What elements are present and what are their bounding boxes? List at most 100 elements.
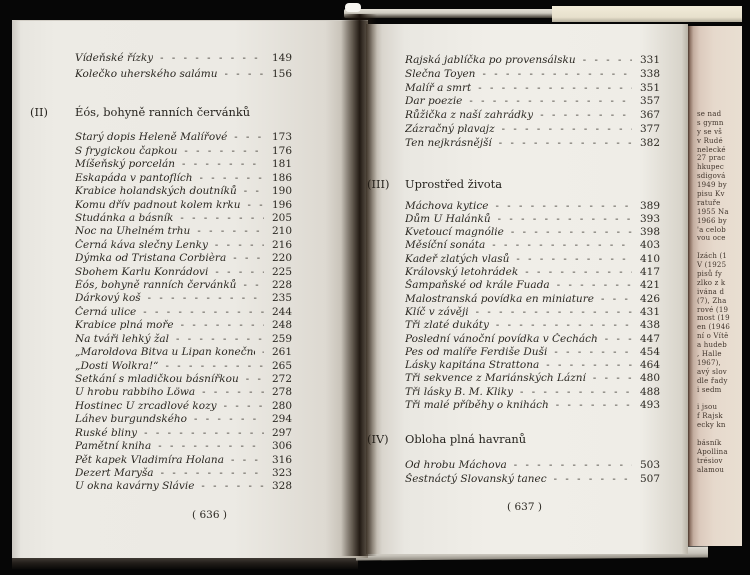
toc-entry: S frygickou čapkou - - - - - - - - - - - … xyxy=(75,145,292,158)
dash-leader: - - - - - - - - - - - - - - - - - - - - … xyxy=(525,267,632,279)
toc-entry-page: 323 xyxy=(271,466,292,479)
dash-leader: - - - - - - - - - - - - - - - - - - - - … xyxy=(262,347,264,359)
dash-leader: - - - - - - - - - - - - - - - - - - - - … xyxy=(214,239,264,251)
section-title: Obloha plná havranů xyxy=(405,432,527,447)
toc-entry-page: 382 xyxy=(639,136,660,149)
toc-entry-page: 507 xyxy=(639,472,660,485)
toc-entry-page: 367 xyxy=(639,109,660,122)
toc-entry: Měsíční sonáta - - - - - - - - - - - - - … xyxy=(405,239,660,252)
toc-entry-title: U hrobu rabbiho Löwa xyxy=(75,386,196,399)
toc-entry-page: 431 xyxy=(639,305,660,318)
toc-entry-title: Kadeř zlatých vlasů xyxy=(405,252,510,265)
edge-text-fragment: 'a celob xyxy=(697,225,726,234)
toc-entries-left: Starý dopis Heleně Malířové- - - - - - -… xyxy=(75,131,292,493)
dash-leader: - - - - - - - - - - - - - - - - - - - - … xyxy=(495,200,632,212)
edge-text-fragment: most (19 xyxy=(697,314,730,323)
toc-entry-page: 447 xyxy=(639,332,660,345)
edge-text-fragment: trésiov xyxy=(697,456,723,465)
toc-entry-title: U okna kavárny Slávie xyxy=(75,480,195,493)
dash-leader: - - - - - - - - - - - - - - - - - - - - … xyxy=(495,320,632,332)
toc-entry-page: 205 xyxy=(271,211,292,224)
edge-text-fragment xyxy=(697,395,742,404)
dash-leader: - - - - - - - - - - - - - - - - - - - - … xyxy=(243,186,264,198)
toc-entry: Komu dřív padnout kolem krku - - - - - - … xyxy=(75,199,292,212)
toc-entry-title: Růžička z naší zahrádky xyxy=(405,109,534,122)
edge-text-fragment: ivána d xyxy=(697,287,725,296)
toc-entry-title: Rajská jablíčka po provensálsku xyxy=(405,54,576,66)
toc-entry-title: Malíř a smrt xyxy=(405,81,472,94)
toc-entry: Černá káva slečny Lenky - - - - - - - - -… xyxy=(75,239,292,252)
dash-leader: - - - - - - - - - - - - - - - - - - - - … xyxy=(230,454,264,466)
toc-entry-title: Královský letohrádek xyxy=(405,266,519,279)
toc-entry-title: Vídeňské řízky xyxy=(75,52,154,64)
toc-entry-title: Dýmka od Tristana Corbièra xyxy=(75,252,227,265)
edge-text-fragment: 1966 by xyxy=(697,216,727,225)
toc-entry-page: 297 xyxy=(271,426,292,439)
toc-entry-page: 225 xyxy=(271,265,292,278)
toc-entry-page: 173 xyxy=(271,131,292,144)
toc-entry-title: Setkání s mladičkou básnířkou xyxy=(75,373,239,385)
toc-entry-title: Černá káva slečny Lenky xyxy=(75,238,208,251)
toc-entry-title: Hostinec U zrcadlové kozy xyxy=(75,399,217,412)
section-heading-3: (III) Uprostřed života xyxy=(366,177,688,191)
dash-leader: - - - - - - - - - - - - - - - - - - - - … xyxy=(540,110,632,122)
dash-leader: - - - - - - - - - - - - - - - - - - - - … xyxy=(158,441,264,453)
toc-entry: Tři sekvence z Mariánských Lázní - - - - … xyxy=(405,372,660,385)
dash-leader: - - - - - - - - - - - - - - - - - - - - … xyxy=(582,55,632,66)
dash-leader: - - - - - - - - - - - - - - - - - - - - … xyxy=(160,467,264,479)
toc-entry: Od hrobu Máchova - - - - - - - - - - - - … xyxy=(405,459,660,473)
dash-leader: - - - - - - - - - - - - - - - - - - - - … xyxy=(497,213,632,225)
toc-entry-page: 338 xyxy=(639,67,660,80)
toc-entry-title: Šestnáctý Slovanský tanec xyxy=(405,472,547,485)
toc-entry-title: Dárkový koš xyxy=(75,292,141,305)
toc-entry-page: 454 xyxy=(639,345,660,358)
toc-entry: Tři malé příběhy o knihách - - - - - - - … xyxy=(405,399,660,412)
dash-leader: - - - - - - - - - - - - - - - - - - - - … xyxy=(554,346,632,358)
toc-entry-page: 265 xyxy=(271,359,292,372)
left-page-content: Vídeňské řízky - - - - - - - - - - - - - … xyxy=(12,21,368,558)
section-label: (IV) xyxy=(367,432,389,447)
toc-entry-page: 190 xyxy=(271,185,292,198)
dash-leader: - - - - - - - - - - - - - - - - - - - - … xyxy=(482,68,632,80)
toc-entry-page: 176 xyxy=(271,144,292,157)
toc-entry-page: 181 xyxy=(271,158,292,171)
toc-entry: Dar poezie - - - - - - - - - - - - - - - … xyxy=(405,95,660,109)
dash-leader: - - - - - - - - - - - - - - - - - - - - … xyxy=(498,137,632,149)
toc-entry: Zázračný plavajz - - - - - - - - - - - - … xyxy=(405,123,660,137)
toc-entry-title: S frygickou čapkou xyxy=(75,144,178,157)
dash-leader: - - - - - - - - - - - - - - - - - - - - … xyxy=(180,212,264,224)
edge-text-fragment: i jsou xyxy=(697,403,718,412)
right-page-content: Rajská jablíčka po provensálsku - - - - -… xyxy=(366,24,688,554)
toc-entry: Míšeňský porcelán - - - - - - - - - - - -… xyxy=(75,158,292,171)
left-page: Vídeňské řízky - - - - - - - - - - - - - … xyxy=(12,20,368,558)
dash-leader: - - - - - - - - - - - - - - - - - - - - … xyxy=(201,481,264,493)
toc-entry-title: Krabice holandských doutníků xyxy=(75,185,237,198)
edge-text-fragment: 27 prac xyxy=(697,154,726,163)
dash-leader: - - - - - - - - - - - - - - - - - - - - … xyxy=(223,400,264,412)
edge-text-fragment: y se vš xyxy=(697,127,723,136)
toc-entry: Slečna Toyen - - - - - - - - - - - - - - … xyxy=(405,68,660,82)
dash-leader: - - - - - - - - - - - - - - - - - - - - … xyxy=(245,374,264,385)
edge-text-fragment: pisů fy xyxy=(697,270,722,279)
toc-entry-page: 220 xyxy=(271,252,292,265)
dash-leader: - - - - - - - - - - - - - - - - - - - - … xyxy=(592,373,632,385)
toc-entry-title: Slečna Toyen xyxy=(405,67,476,80)
toc-entry-title: Měsíční sonáta xyxy=(405,239,486,252)
toc-entry-title: Kvetoucí magnólie xyxy=(405,226,504,239)
toc-entry-title: Tři sekvence z Mariánských Lázní xyxy=(405,372,586,385)
toc-entry-page: 488 xyxy=(639,385,660,398)
toc-entries-right-top: Rajská jablíčka po provensálsku - - - - -… xyxy=(405,54,660,151)
book-top-page-edges xyxy=(344,9,646,18)
toc-entry: Lásky kapitána Strattona - - - - - - - - … xyxy=(405,359,660,372)
dash-leader: - - - - - - - - - - - - - - - - - - - - … xyxy=(215,266,264,278)
toc-entries-section-4: Od hrobu Máchova - - - - - - - - - - - - … xyxy=(405,459,660,486)
toc-entry-title: Lásky kapitána Strattona xyxy=(405,359,540,372)
toc-entry-page: 357 xyxy=(639,95,660,108)
edge-text-fragment xyxy=(697,243,742,252)
toc-entry-title: „Maroldova Bitva u Lipan konečně zničena… xyxy=(75,346,255,359)
edge-text-fragment: ní o Vítě xyxy=(697,332,729,341)
toc-entry-page: 403 xyxy=(639,239,660,252)
toc-entry-page: 493 xyxy=(639,399,660,412)
toc-entry: Kvetoucí magnólie - - - - - - - - - - - -… xyxy=(405,226,660,239)
